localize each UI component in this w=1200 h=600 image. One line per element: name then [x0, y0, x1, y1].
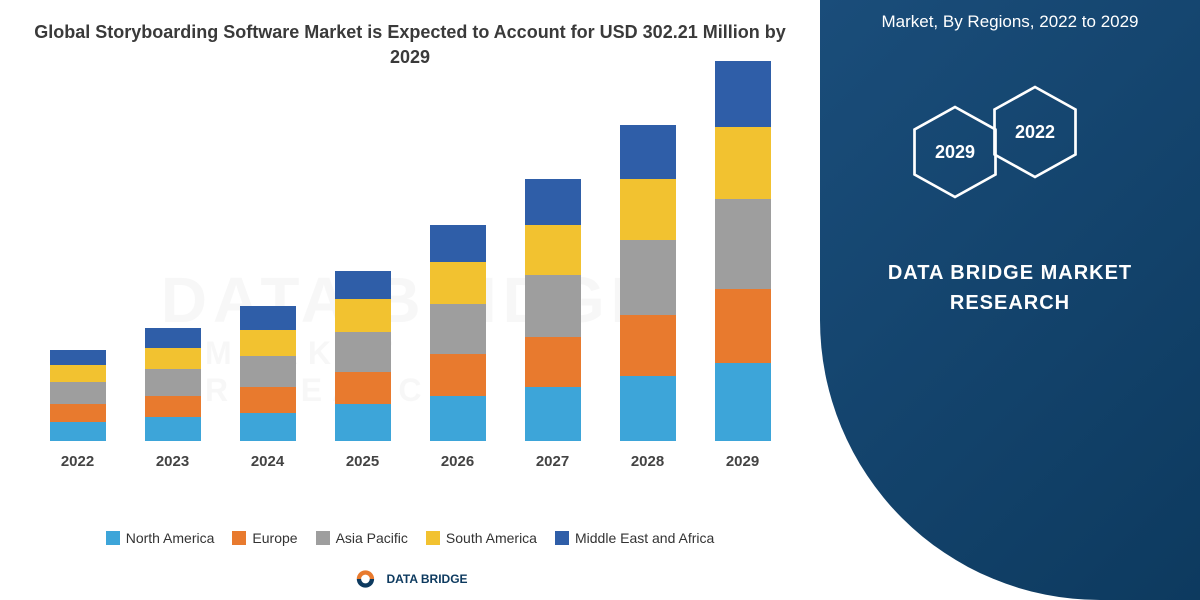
bar-stack	[145, 328, 201, 442]
chart-area: 2022 2023 2024 2025 2026 2027 2028 2029	[30, 90, 790, 510]
bar-stack	[335, 271, 391, 441]
bar-segment	[240, 306, 296, 330]
bar-group: 2024	[240, 306, 296, 470]
bar-segment	[50, 382, 106, 404]
legend-item: South America	[426, 530, 537, 546]
bar-stack	[715, 61, 771, 441]
bar-segment	[715, 199, 771, 289]
legend-item: Europe	[232, 530, 297, 546]
legend-label: Asia Pacific	[336, 530, 408, 546]
x-axis-label: 2028	[631, 453, 664, 470]
hex-2022: 2022	[990, 82, 1080, 182]
bar-segment	[50, 365, 106, 382]
legend-item: Middle East and Africa	[555, 530, 714, 546]
legend-swatch	[555, 531, 569, 545]
right-panel-title: Market, By Regions, 2022 to 2029	[820, 0, 1200, 32]
bar-segment	[525, 179, 581, 225]
bar-segment	[240, 330, 296, 356]
bar-segment	[525, 337, 581, 387]
hex-2029: 2029	[910, 102, 1000, 202]
bar-segment	[430, 354, 486, 395]
bar-group: 2025	[335, 271, 391, 470]
bar-segment	[525, 225, 581, 275]
bar-group: 2026	[430, 225, 486, 470]
brand-text: DATA BRIDGE MARKET RESEARCH	[820, 258, 1200, 318]
bar-segment	[715, 363, 771, 442]
bar-stack	[240, 306, 296, 441]
brand-line-2: RESEARCH	[860, 288, 1160, 318]
bar-segment	[525, 275, 581, 336]
legend-label: North America	[126, 530, 215, 546]
legend-swatch	[106, 531, 120, 545]
bar-segment	[335, 299, 391, 332]
legend-swatch	[426, 531, 440, 545]
legend-label: Middle East and Africa	[575, 530, 714, 546]
bar-segment	[715, 289, 771, 363]
bar-segment	[430, 225, 486, 262]
x-axis-label: 2025	[346, 453, 379, 470]
legend: North America Europe Asia Pacific South Ame…	[30, 530, 790, 546]
footer-logo-text: DATA BRIDGE	[386, 572, 467, 586]
bar-segment	[145, 348, 201, 370]
x-axis-label: 2022	[61, 453, 94, 470]
bar-segment	[335, 404, 391, 441]
bar-segment	[525, 387, 581, 442]
bar-segment	[715, 61, 771, 127]
bar-segment	[620, 240, 676, 314]
bar-segment	[620, 315, 676, 376]
bar-segment	[620, 179, 676, 240]
legend-item: North America	[106, 530, 215, 546]
bar-group: 2022	[50, 350, 106, 471]
bar-group: 2023	[145, 328, 201, 471]
legend-item: Asia Pacific	[316, 530, 408, 546]
right-panel: Market, By Regions, 2022 to 2029 2029 20…	[820, 0, 1200, 600]
bar-stack	[620, 125, 676, 442]
footer-logo: DATA BRIDGE	[352, 566, 467, 592]
bar-segment	[50, 350, 106, 365]
bar-segment	[335, 332, 391, 371]
bar-segment	[430, 304, 486, 354]
bar-segment	[145, 396, 201, 418]
bar-segment	[240, 413, 296, 441]
bar-stack	[525, 179, 581, 441]
bar-segment	[430, 262, 486, 303]
bar-segment	[715, 127, 771, 199]
bar-segment	[335, 372, 391, 405]
x-axis-label: 2026	[441, 453, 474, 470]
bar-segment	[620, 125, 676, 180]
brand-line-1: DATA BRIDGE MARKET	[860, 258, 1160, 288]
bar-segment	[620, 376, 676, 442]
x-axis-label: 2027	[536, 453, 569, 470]
bar-segment	[145, 417, 201, 441]
logo-icon	[352, 566, 378, 592]
hex-2022-label: 2022	[1015, 122, 1055, 143]
x-axis-label: 2024	[251, 453, 284, 470]
bar-group: 2029	[715, 61, 771, 470]
bar-segment	[335, 271, 391, 299]
bar-segment	[50, 422, 106, 442]
bars-container: 2022 2023 2024 2025 2026 2027 2028 2029	[30, 90, 790, 470]
legend-label: South America	[446, 530, 537, 546]
bar-segment	[240, 356, 296, 387]
x-axis-label: 2023	[156, 453, 189, 470]
chart-panel: Global Storyboarding Software Market is …	[0, 0, 820, 600]
hexagon-group: 2029 2022	[910, 82, 1110, 222]
bar-segment	[145, 369, 201, 395]
x-axis-label: 2029	[726, 453, 759, 470]
bar-segment	[50, 404, 106, 421]
bar-segment	[145, 328, 201, 348]
bar-stack	[50, 350, 106, 442]
bar-stack	[430, 225, 486, 441]
main-container: Global Storyboarding Software Market is …	[0, 0, 1200, 600]
legend-swatch	[232, 531, 246, 545]
hex-2029-label: 2029	[935, 142, 975, 163]
bar-segment	[430, 396, 486, 442]
bar-segment	[240, 387, 296, 413]
chart-title: Global Storyboarding Software Market is …	[30, 20, 790, 70]
bar-group: 2027	[525, 179, 581, 470]
legend-swatch	[316, 531, 330, 545]
bar-group: 2028	[620, 125, 676, 471]
legend-label: Europe	[252, 530, 297, 546]
